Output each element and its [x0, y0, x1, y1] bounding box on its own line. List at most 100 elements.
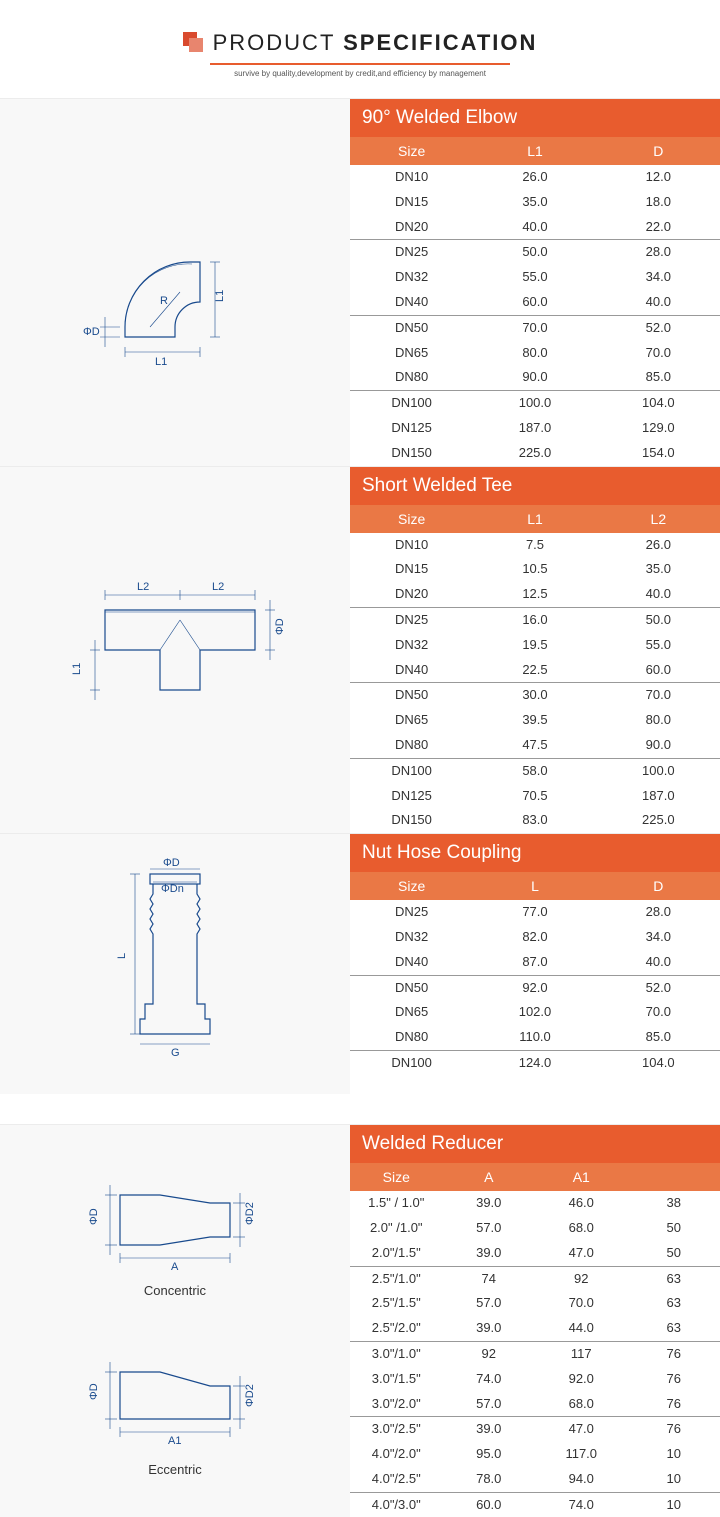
table-cell: 63 [628, 1267, 720, 1292]
table-cell: 52.0 [597, 316, 720, 341]
table-header-cell: Size [350, 137, 473, 165]
table-row: DN125187.0129.0 [350, 416, 720, 441]
table-cell: 110.0 [473, 1025, 596, 1050]
table-cell: 77.0 [473, 900, 596, 925]
table-row: DN6580.070.0 [350, 341, 720, 366]
table-cell: DN40 [350, 950, 473, 975]
table-column: Short Welded TeeSizeL1L2DN107.526.0DN151… [350, 467, 720, 834]
table-cell: 50 [628, 1241, 720, 1266]
table-cell: 70.0 [535, 1291, 628, 1316]
table-cell: 22.0 [597, 215, 720, 240]
table-cell: 82.0 [473, 925, 596, 950]
table-row: DN6539.580.0 [350, 708, 720, 733]
table-cell: 39.0 [443, 1417, 536, 1442]
table-cell: 4.0"/2.5" [350, 1467, 443, 1492]
table-cell: DN50 [350, 683, 473, 708]
table-cell: 76 [628, 1367, 720, 1392]
table-cell: 57.0 [443, 1216, 536, 1241]
svg-text:L1: L1 [71, 663, 83, 675]
table-cell: 2.0" /1.0" [350, 1216, 443, 1241]
table-cell: DN65 [350, 341, 473, 366]
table-header: SizeAA1 [350, 1163, 720, 1191]
table-cell: 70.0 [597, 683, 720, 708]
table-cell: DN50 [350, 316, 473, 341]
table-cell: 74 [443, 1267, 536, 1292]
table-cell: 104.0 [597, 391, 720, 416]
table-cell: 63 [628, 1316, 720, 1341]
table-cell: 90.0 [597, 733, 720, 758]
svg-text:R: R [160, 295, 168, 307]
table-cell: 19.5 [473, 633, 596, 658]
table-cell: 12.5 [473, 582, 596, 607]
table-cell: 94.0 [535, 1467, 628, 1492]
table-row: DN100124.0104.0 [350, 1051, 720, 1076]
table-row: DN4087.040.0 [350, 950, 720, 976]
table-cell: 58.0 [473, 759, 596, 784]
table-cell: 10 [628, 1467, 720, 1492]
table-cell: DN20 [350, 215, 473, 240]
table-row: 2.0"/1.5"39.047.050 [350, 1241, 720, 1267]
table-cell: DN25 [350, 608, 473, 633]
table-row: DN15083.0225.0 [350, 808, 720, 833]
table-cell: 78.0 [443, 1467, 536, 1492]
table-cell: DN25 [350, 240, 473, 265]
title-suffix: SPECIFICATION [343, 30, 537, 55]
table-cell: 3.0"/2.0" [350, 1392, 443, 1417]
table-cell: DN150 [350, 808, 473, 833]
section-title: Welded Reducer [350, 1125, 720, 1163]
table-row: 4.0"/2.5"78.094.010 [350, 1467, 720, 1493]
table-cell: 3.0"/1.0" [350, 1342, 443, 1367]
diagram-column: ΦD ΦD2 A Concentric ΦD ΦD2 A1 Eccentric [0, 1125, 350, 1517]
table-cell: DN32 [350, 633, 473, 658]
table-cell: 39.0 [443, 1241, 536, 1266]
table-cell: 104.0 [597, 1051, 720, 1076]
table-row: DN12570.5187.0 [350, 784, 720, 809]
table-cell: DN15 [350, 557, 473, 582]
table-header-cell: L [473, 872, 596, 900]
table-cell: DN80 [350, 365, 473, 390]
table-cell: 40.0 [597, 582, 720, 607]
table-header-cell: Size [350, 872, 473, 900]
table-cell: 2.0"/1.5" [350, 1241, 443, 1266]
table-row: 4.0"/2.0"95.0117.010 [350, 1442, 720, 1467]
table-body: DN107.526.0DN1510.535.0DN2012.540.0DN251… [350, 533, 720, 834]
table-cell: 70.0 [597, 1000, 720, 1025]
table-cell: DN50 [350, 976, 473, 1001]
header-subtitle: survive by quality,development by credit… [0, 69, 720, 78]
table-cell: 124.0 [473, 1051, 596, 1076]
table-cell: 76 [628, 1342, 720, 1367]
diagram-column: L2L2 ΦD L1 [0, 467, 350, 834]
svg-text:ΦD: ΦD [163, 857, 180, 869]
diagram-column: R L1 L1 ΦD [0, 99, 350, 466]
table-row: DN8090.085.0 [350, 365, 720, 391]
logo-icon [183, 32, 205, 54]
header-underline [210, 63, 510, 65]
section-title: 90° Welded Elbow [350, 99, 720, 137]
table-cell: 92 [535, 1267, 628, 1292]
table-cell: 225.0 [473, 441, 596, 466]
table-cell: 60.0 [597, 658, 720, 683]
table-row: 4.0"/3.0"60.074.010 [350, 1493, 720, 1517]
section-title: Short Welded Tee [350, 467, 720, 505]
spec-section: R L1 L1 ΦD 90° Welded ElbowSizeL1DDN1026… [0, 98, 720, 466]
table-cell: 74.0 [535, 1493, 628, 1517]
table-body: DN1026.012.0DN1535.018.0DN2040.022.0DN25… [350, 165, 720, 466]
table-cell: 40.0 [597, 950, 720, 975]
table-row: 1.5" / 1.0"39.046.038 [350, 1191, 720, 1216]
table-cell: 68.0 [535, 1216, 628, 1241]
table-cell: 4.0"/2.0" [350, 1442, 443, 1467]
page-header: PRODUCT SPECIFICATION survive by quality… [0, 0, 720, 98]
table-header-cell [628, 1163, 720, 1191]
diagram-column: ΦD ΦDn L G [0, 834, 350, 1094]
svg-text:L1: L1 [155, 356, 167, 368]
table-row: 2.5"/1.5"57.070.063 [350, 1291, 720, 1316]
table-cell: 40.0 [473, 215, 596, 240]
table-cell: 92 [443, 1342, 536, 1367]
table-row: DN2012.540.0 [350, 582, 720, 608]
table-cell: 68.0 [535, 1392, 628, 1417]
table-cell: 87.0 [473, 950, 596, 975]
table-cell: 117.0 [535, 1442, 628, 1467]
table-cell: 3.0"/2.5" [350, 1417, 443, 1442]
table-cell: 28.0 [597, 900, 720, 925]
table-cell: 57.0 [443, 1291, 536, 1316]
